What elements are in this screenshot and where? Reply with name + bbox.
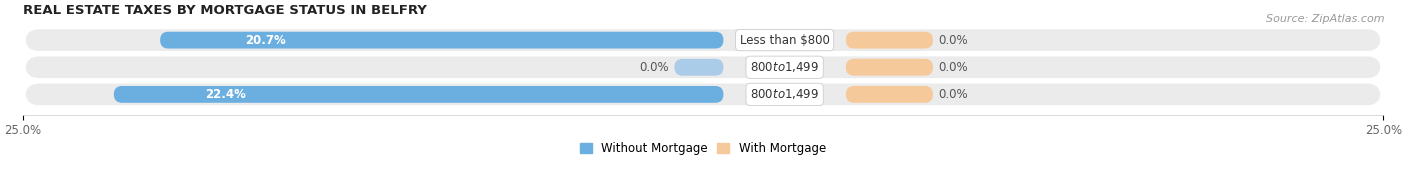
Text: 22.4%: 22.4% bbox=[205, 88, 246, 101]
FancyBboxPatch shape bbox=[846, 86, 934, 103]
FancyBboxPatch shape bbox=[25, 56, 1381, 78]
Legend: Without Mortgage, With Mortgage: Without Mortgage, With Mortgage bbox=[575, 137, 831, 160]
Text: 0.0%: 0.0% bbox=[938, 88, 967, 101]
Text: REAL ESTATE TAXES BY MORTGAGE STATUS IN BELFRY: REAL ESTATE TAXES BY MORTGAGE STATUS IN … bbox=[22, 4, 426, 17]
Text: Less than $800: Less than $800 bbox=[740, 34, 830, 47]
Text: Source: ZipAtlas.com: Source: ZipAtlas.com bbox=[1267, 14, 1385, 24]
Text: 0.0%: 0.0% bbox=[640, 61, 669, 74]
FancyBboxPatch shape bbox=[675, 59, 724, 76]
Text: 20.7%: 20.7% bbox=[245, 34, 285, 47]
FancyBboxPatch shape bbox=[846, 59, 934, 76]
Text: 0.0%: 0.0% bbox=[938, 61, 967, 74]
Text: $800 to $1,499: $800 to $1,499 bbox=[751, 87, 820, 101]
FancyBboxPatch shape bbox=[114, 86, 724, 103]
FancyBboxPatch shape bbox=[160, 32, 724, 49]
FancyBboxPatch shape bbox=[846, 32, 934, 49]
FancyBboxPatch shape bbox=[25, 29, 1381, 51]
Text: $800 to $1,499: $800 to $1,499 bbox=[751, 60, 820, 74]
FancyBboxPatch shape bbox=[25, 83, 1381, 105]
Text: 0.0%: 0.0% bbox=[938, 34, 967, 47]
